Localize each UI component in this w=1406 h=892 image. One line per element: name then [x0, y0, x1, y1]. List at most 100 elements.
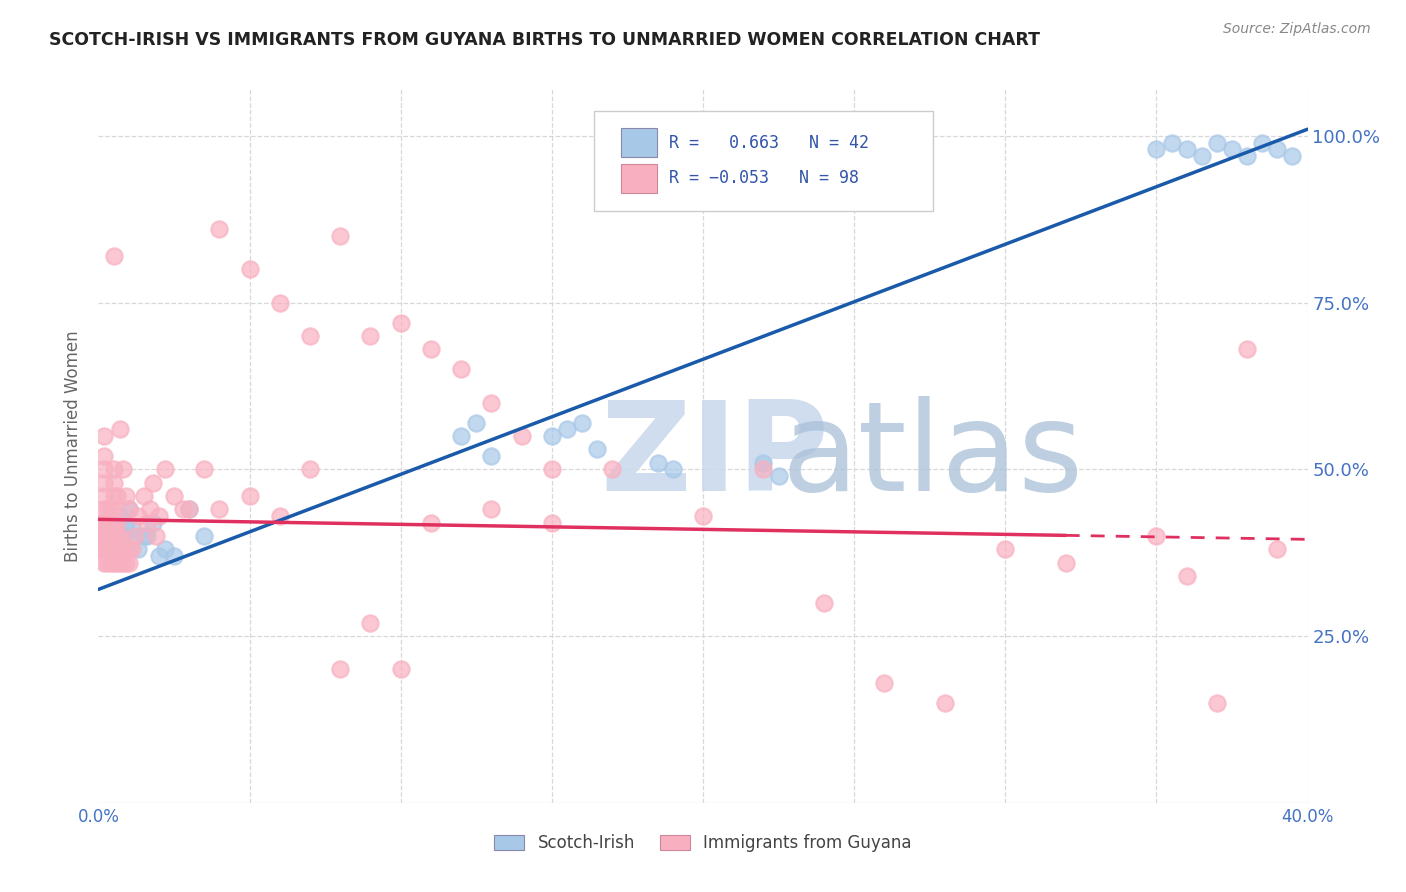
Point	[450, 362, 472, 376]
Point	[450, 429, 472, 443]
Point	[153, 542, 176, 557]
Point	[179, 502, 201, 516]
Text: ZIP: ZIP	[600, 396, 830, 517]
Point	[118, 502, 141, 516]
Point	[111, 462, 134, 476]
Point	[108, 556, 131, 570]
Point	[360, 615, 382, 630]
Point	[105, 516, 128, 530]
Point	[299, 462, 322, 476]
Point	[127, 509, 149, 524]
Point	[813, 596, 835, 610]
Point	[389, 662, 412, 676]
Point	[90, 516, 112, 530]
Point	[103, 462, 125, 476]
Point	[90, 529, 112, 543]
Point	[103, 556, 125, 570]
Point	[193, 462, 215, 476]
Point	[93, 529, 115, 543]
Point	[103, 516, 125, 530]
Point	[465, 416, 488, 430]
Point	[1175, 142, 1198, 156]
Point	[208, 502, 231, 516]
Point	[163, 489, 186, 503]
Text: SCOTCH-IRISH VS IMMIGRANTS FROM GUYANA BIRTHS TO UNMARRIED WOMEN CORRELATION CHA: SCOTCH-IRISH VS IMMIGRANTS FROM GUYANA B…	[49, 31, 1040, 49]
Point	[179, 502, 201, 516]
Point	[540, 462, 562, 476]
Point	[100, 556, 122, 570]
Point	[208, 222, 231, 236]
Point	[105, 522, 128, 536]
Point	[93, 429, 115, 443]
Point	[586, 442, 609, 457]
Text: atlas: atlas	[782, 396, 1084, 517]
Point	[1191, 149, 1213, 163]
Text: R = −0.053   N = 98: R = −0.053 N = 98	[669, 169, 859, 187]
Point	[124, 529, 146, 543]
Point	[96, 556, 118, 570]
Point	[1144, 142, 1167, 156]
Text: Source: ZipAtlas.com: Source: ZipAtlas.com	[1223, 22, 1371, 37]
Point	[1281, 149, 1303, 163]
Point	[329, 228, 352, 243]
Point	[540, 516, 562, 530]
Point	[172, 502, 194, 516]
Point	[114, 556, 136, 570]
Point	[661, 462, 683, 476]
Point	[1206, 696, 1229, 710]
Point	[239, 262, 262, 277]
Point	[873, 675, 896, 690]
Point	[114, 489, 136, 503]
Point	[768, 469, 790, 483]
Point	[647, 456, 669, 470]
Point	[239, 489, 262, 503]
Point	[105, 556, 128, 570]
Point	[100, 502, 122, 516]
Point	[1236, 149, 1258, 163]
Point	[108, 529, 131, 543]
Point	[96, 516, 118, 530]
Point	[142, 475, 165, 490]
Point	[111, 542, 134, 557]
Point	[105, 489, 128, 503]
Point	[752, 462, 775, 476]
Point	[93, 502, 115, 516]
Point	[1220, 142, 1243, 156]
Point	[139, 502, 162, 516]
Point	[329, 662, 352, 676]
Point	[96, 542, 118, 557]
Point	[135, 529, 157, 543]
FancyBboxPatch shape	[595, 111, 932, 211]
Point	[481, 449, 503, 463]
Point	[105, 529, 128, 543]
Point	[93, 489, 115, 503]
Point	[269, 295, 291, 310]
Point	[269, 509, 291, 524]
Point	[93, 556, 115, 570]
Point	[93, 449, 115, 463]
Point	[108, 542, 131, 557]
Point	[1267, 542, 1289, 557]
Point	[93, 475, 115, 490]
Point	[555, 422, 578, 436]
Point	[108, 422, 131, 436]
Point	[994, 542, 1017, 557]
Point	[100, 516, 122, 530]
Point	[571, 416, 593, 430]
Point	[1175, 569, 1198, 583]
Point	[127, 542, 149, 557]
Point	[118, 502, 141, 516]
Point	[389, 316, 412, 330]
Point	[540, 429, 562, 443]
Point	[96, 502, 118, 516]
Point	[90, 542, 112, 557]
Point	[193, 529, 215, 543]
Point	[602, 462, 624, 476]
Point	[96, 529, 118, 543]
Point	[93, 462, 115, 476]
Point	[153, 462, 176, 476]
Point	[93, 516, 115, 530]
Text: R =   0.663   N = 42: R = 0.663 N = 42	[669, 134, 869, 152]
Point	[103, 249, 125, 263]
Point	[132, 489, 155, 503]
